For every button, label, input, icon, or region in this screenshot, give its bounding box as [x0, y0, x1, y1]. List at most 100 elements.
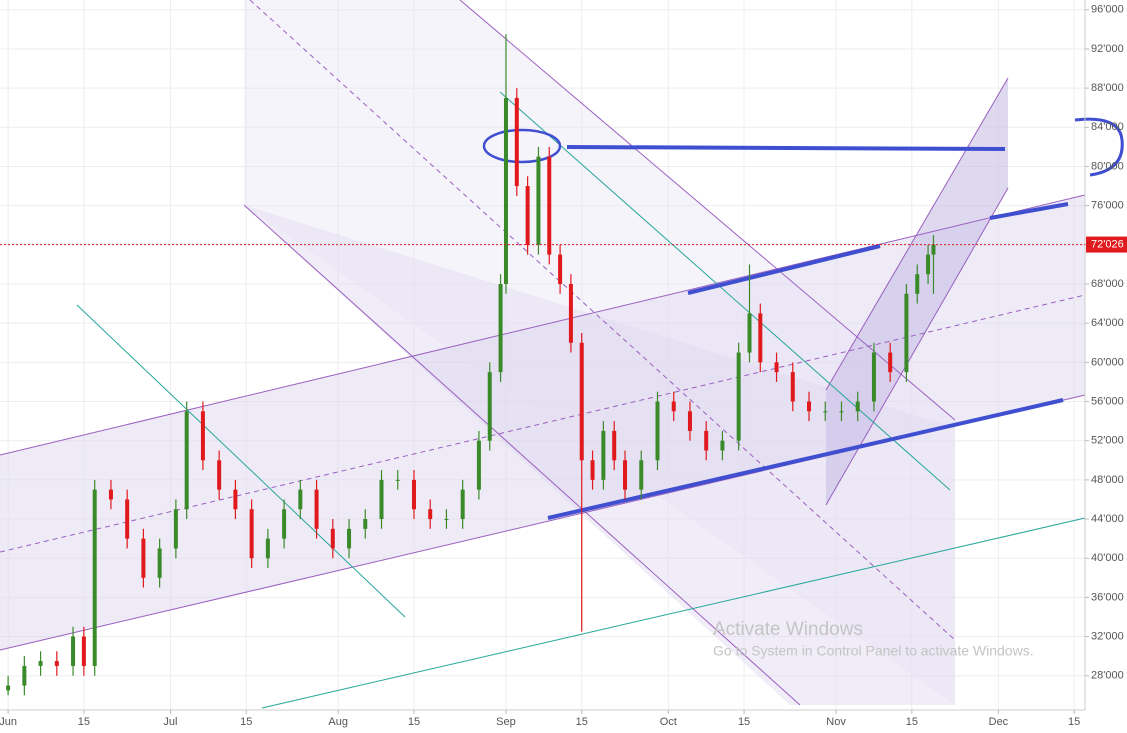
x-tick-label: 15: [408, 716, 420, 728]
candle-body: [774, 362, 779, 373]
y-tick-label: 32'000: [1091, 630, 1124, 642]
y-tick-label: 76'000: [1091, 200, 1124, 212]
candle-body: [363, 519, 368, 529]
candle-body: [704, 430, 709, 451]
candle-body: [330, 528, 335, 549]
y-tick-label: 96'000: [1091, 4, 1124, 16]
candle-body: [125, 499, 130, 539]
candle-body: [92, 489, 97, 666]
x-tick-label: Sep: [496, 716, 516, 728]
candle-body: [758, 313, 763, 363]
y-tick-label: 48'000: [1091, 474, 1124, 486]
candle-body: [590, 460, 595, 480]
candle-body: [298, 489, 303, 510]
y-tick-label: 56'000: [1091, 395, 1124, 407]
candle-body: [536, 156, 541, 245]
candle-body: [22, 665, 27, 686]
candle-body: [411, 479, 416, 510]
candle-body: [612, 430, 617, 461]
y-tick-label: 68'000: [1091, 278, 1124, 290]
candle-body: [790, 372, 795, 402]
y-tick-label: 84'000: [1091, 121, 1124, 133]
candle-body: [904, 293, 909, 373]
candle-body: [747, 313, 752, 353]
candle-body: [108, 489, 113, 500]
candle-body: [314, 489, 319, 529]
candle-body: [249, 509, 254, 559]
candle-body: [888, 352, 893, 373]
candle-body: [871, 352, 876, 402]
x-tick-label: 15: [576, 716, 588, 728]
x-tick-label: Aug: [328, 716, 348, 728]
candle-body: [855, 401, 860, 412]
candle-body: [81, 636, 86, 666]
y-tick-label: 60'000: [1091, 356, 1124, 368]
candle-body: [568, 284, 573, 343]
candle-body: [487, 372, 492, 441]
candle-body: [265, 538, 270, 559]
candle-body: [428, 509, 433, 520]
grid: [0, 0, 1085, 710]
candle-body: [6, 685, 11, 691]
candle-body: [601, 430, 606, 480]
candle-body: [503, 97, 508, 285]
y-tick-label: 52'000: [1091, 435, 1124, 447]
candle-body: [444, 519, 449, 521]
last-price-box: [1086, 236, 1127, 253]
candle-body: [720, 440, 725, 451]
candle-body: [623, 460, 628, 490]
x-tick-label: 15: [78, 716, 90, 728]
candle-body: [217, 460, 222, 490]
candle-body: [38, 661, 43, 666]
candle-body: [54, 661, 59, 666]
candle-body: [184, 411, 189, 510]
y-tick-label: 44'000: [1091, 513, 1124, 525]
candles: [6, 34, 936, 696]
watermark-text: Go to System in Control Panel to activat…: [713, 643, 1034, 659]
candle-body: [671, 401, 676, 412]
y-tick-label: 88'000: [1091, 82, 1124, 94]
candle-body: [379, 479, 384, 520]
candle-body: [547, 156, 552, 255]
watermark-title: Activate Windows: [713, 619, 863, 640]
candle-body: [839, 411, 844, 413]
candle-body: [915, 274, 920, 294]
y-tick-label: 36'000: [1091, 591, 1124, 603]
y-tick-label: 64'000: [1091, 317, 1124, 329]
candle-body: [639, 460, 644, 490]
x-tick-label: Jul: [163, 716, 177, 728]
y-tick-label: 80'000: [1091, 160, 1124, 172]
candle-body: [71, 636, 76, 666]
candle-body: [347, 528, 352, 549]
candle-body: [807, 401, 812, 412]
x-tick-label: Oct: [660, 716, 677, 728]
x-tick-label: Nov: [826, 716, 846, 728]
x-tick-label: 15: [1068, 716, 1080, 728]
candle-body: [395, 479, 400, 481]
x-tick-label: 15: [240, 716, 252, 728]
candle-body: [525, 186, 530, 245]
candle-body: [558, 254, 563, 284]
candle-body: [200, 411, 205, 461]
last-price-label: 72'026: [1091, 238, 1124, 250]
x-tick-label: 15: [738, 716, 750, 728]
candle-body: [655, 401, 660, 461]
drawings: [0, 0, 1124, 709]
candle-body: [687, 411, 692, 431]
candle-body: [514, 97, 519, 187]
y-tick-label: 28'000: [1091, 670, 1124, 682]
y-tick-label: 92'000: [1091, 43, 1124, 55]
candle-body: [282, 509, 287, 539]
candle-body: [736, 352, 741, 441]
candle-body: [498, 284, 503, 373]
x-tick-label: Dec: [989, 716, 1009, 728]
candle-body: [173, 509, 178, 549]
candle-body: [157, 548, 162, 578]
candle-body: [460, 489, 465, 520]
candle-body: [141, 538, 146, 578]
candle-body: [579, 342, 584, 461]
candle-body: [931, 244, 936, 255]
candle-body: [233, 489, 238, 510]
candle-body: [476, 440, 481, 490]
